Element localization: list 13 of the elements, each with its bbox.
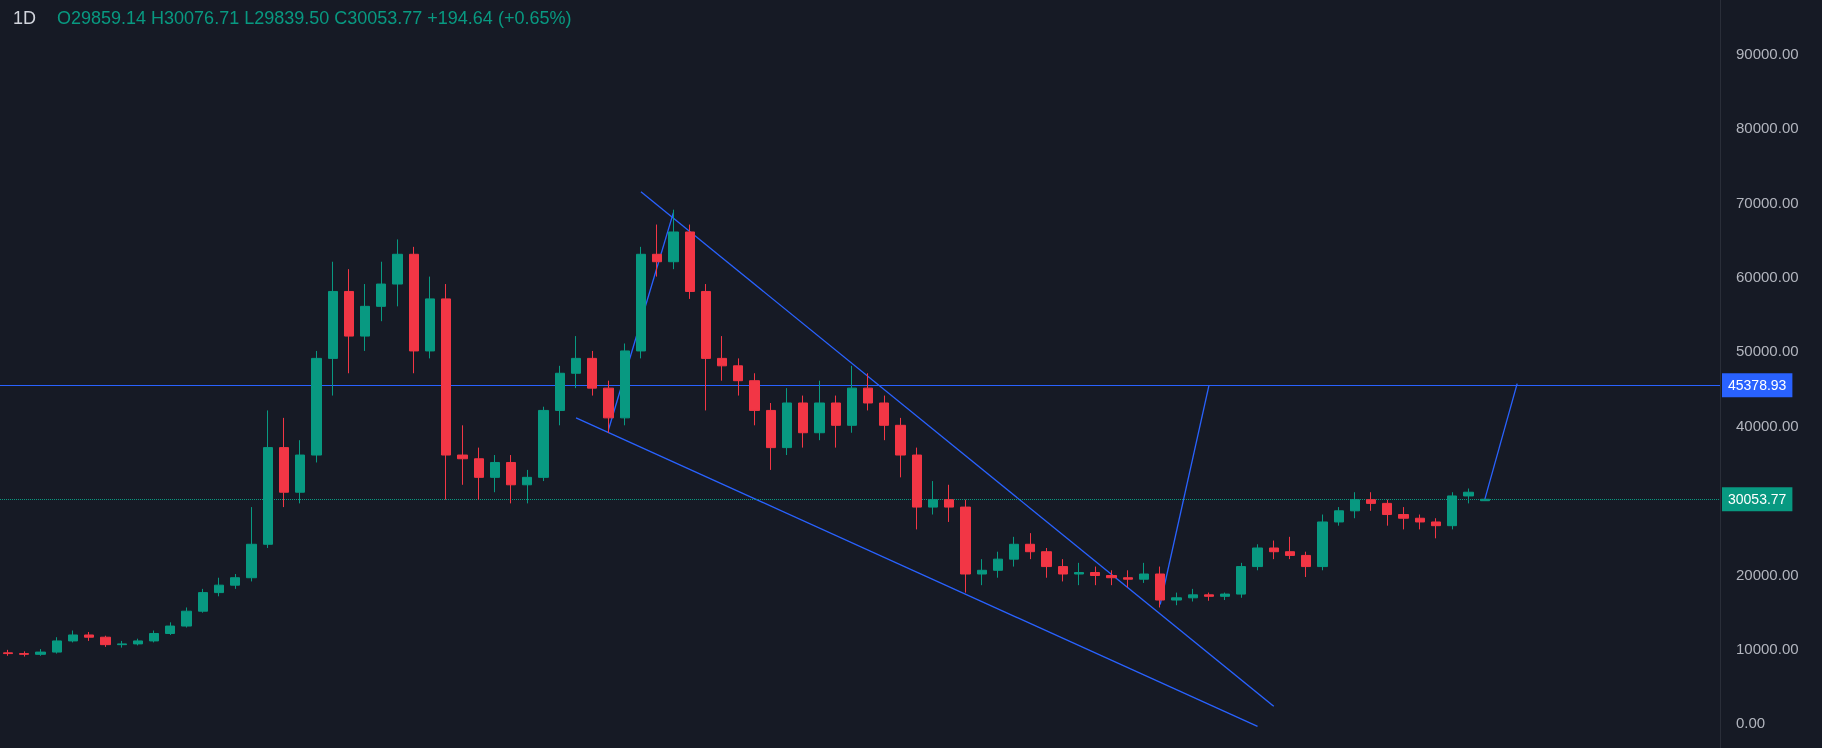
y-tick-label: 80000.00 bbox=[1736, 119, 1799, 137]
chart-title: 1D bbox=[13, 8, 37, 28]
ref-line-label: 30053.77 bbox=[1728, 491, 1787, 508]
y-tick-label: 70000.00 bbox=[1736, 193, 1799, 211]
y-tick-label: 60000.00 bbox=[1736, 268, 1799, 286]
ref-line-label: 45378.93 bbox=[1728, 377, 1787, 394]
y-tick-label: 90000.00 bbox=[1736, 45, 1799, 63]
y-tick-label: 0.00 bbox=[1736, 714, 1766, 732]
y-tick-label: 10000.00 bbox=[1736, 639, 1799, 657]
y-tick-label: 50000.00 bbox=[1736, 342, 1799, 360]
y-tick-label: 20000.00 bbox=[1736, 565, 1799, 583]
y-tick-label: 40000.00 bbox=[1736, 416, 1799, 434]
chart-subtitle: O29859.14 H30076.71 L29839.50 C30053.77 +194.64 (+0.65%) bbox=[57, 8, 572, 28]
